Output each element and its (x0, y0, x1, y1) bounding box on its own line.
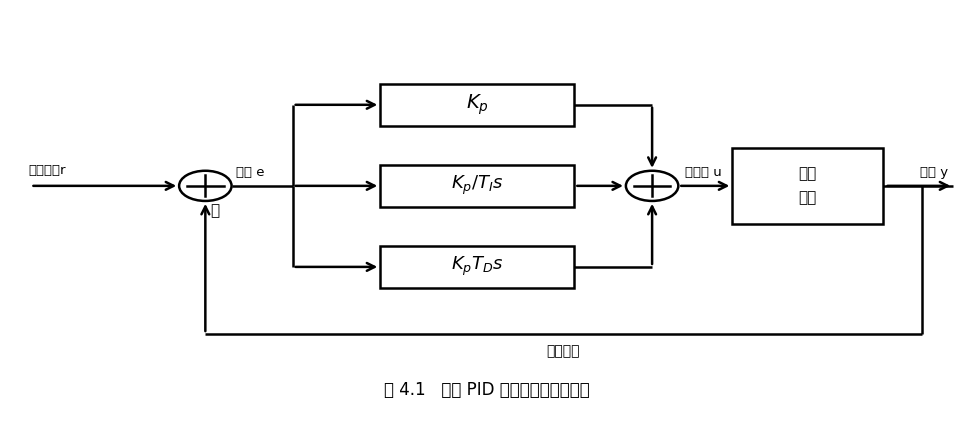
Bar (380, 84, 575, 126)
Bar (380, 165, 575, 207)
Text: 偏差 e: 偏差 e (237, 166, 265, 179)
Bar (732, 148, 882, 224)
Text: $K_p/T_Is$: $K_p/T_Is$ (451, 174, 504, 197)
Text: －: － (210, 203, 219, 218)
Text: $K_p$: $K_p$ (466, 92, 489, 117)
Text: 图 4.1   实现 PID 控制的控制系统结构: 图 4.1 实现 PID 控制的控制系统结构 (384, 381, 590, 399)
Text: 控制量 u: 控制量 u (685, 165, 722, 179)
Bar (380, 246, 575, 288)
Text: 被控: 被控 (799, 166, 816, 181)
Text: $K_pT_Ds$: $K_pT_Ds$ (451, 255, 504, 279)
Text: 反馈信号: 反馈信号 (546, 344, 581, 358)
Text: 输出 y: 输出 y (920, 165, 949, 179)
Text: 对象: 对象 (799, 191, 816, 206)
Text: 参考输入r: 参考输入r (28, 165, 66, 178)
